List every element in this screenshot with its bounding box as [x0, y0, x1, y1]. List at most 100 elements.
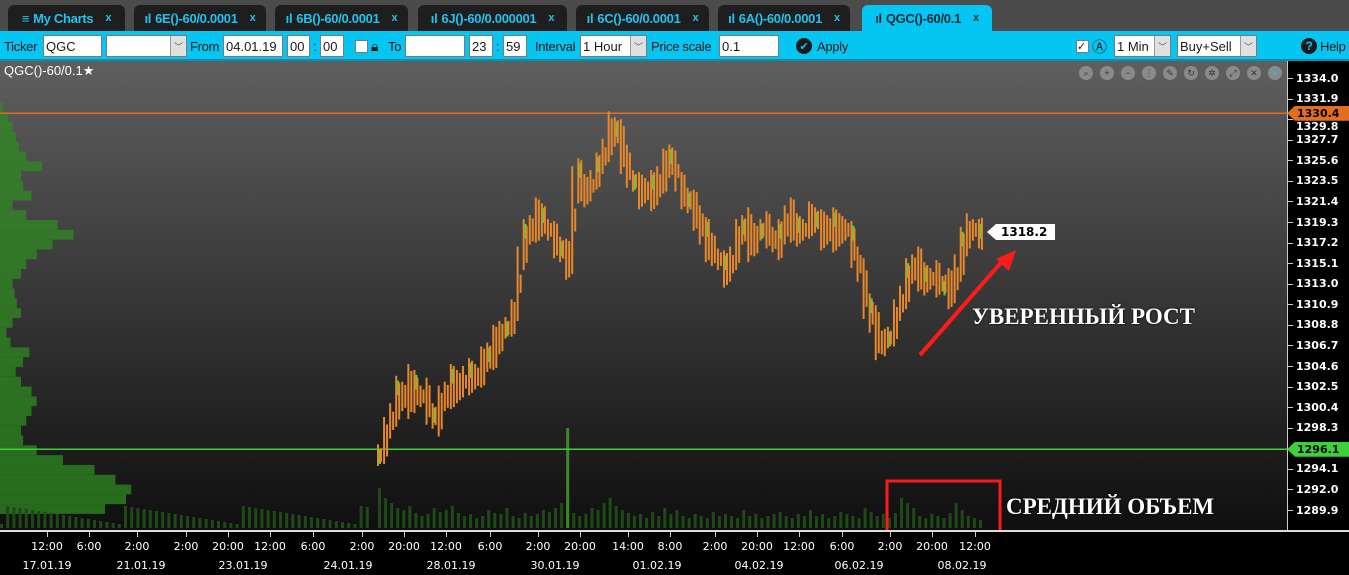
- volume-bar: [784, 516, 788, 528]
- volume-bar: [62, 515, 65, 528]
- volume-bar: [186, 516, 189, 528]
- grid-icon[interactable]: ⋮: [1142, 66, 1156, 80]
- tab-6b[interactable]: ıl 6B()-60/0.0001 x: [275, 5, 408, 31]
- volume-bar: [693, 514, 697, 528]
- tab-6c[interactable]: ıl 6C()-60/0.0001 x: [576, 5, 709, 31]
- tab-my-charts[interactable]: ≡ My Charts x: [8, 5, 125, 31]
- volume-bar: [614, 506, 618, 528]
- to-minute-input[interactable]: 59: [503, 35, 527, 57]
- price-tick: [1288, 160, 1293, 162]
- close-tab-icon[interactable]: x: [391, 12, 398, 24]
- volume-bar: [217, 521, 220, 528]
- to-date-input[interactable]: [405, 35, 465, 57]
- auto-checkbox[interactable]: ✓: [1076, 40, 1089, 53]
- time-tick-label: 20:00: [212, 540, 244, 553]
- volume-bar: [322, 519, 326, 528]
- volume-profile-bar: [0, 220, 58, 230]
- zoom-out-icon[interactable]: −: [1121, 66, 1135, 80]
- volume-bar: [590, 508, 594, 528]
- tab-qgc[interactable]: ıl QGC()-60/0.1 x: [862, 5, 992, 31]
- volume-bar: [687, 518, 691, 528]
- from-minute-input[interactable]: 00: [320, 35, 344, 57]
- volume-bar: [414, 513, 418, 528]
- time-tick-label: 2:00: [525, 540, 551, 553]
- to-hour-input[interactable]: 23: [469, 35, 493, 57]
- bar-chart-icon: ıl: [875, 10, 882, 26]
- star-icon[interactable]: ★: [82, 63, 95, 78]
- bar-chart-icon: ıl: [728, 10, 735, 26]
- volume-bar: [663, 508, 667, 528]
- lock-checkbox[interactable]: [355, 40, 368, 53]
- volume-bar: [384, 498, 388, 528]
- volume-profile-bar: [0, 318, 13, 328]
- help-button[interactable]: ? Help: [1301, 35, 1346, 57]
- close-tab-icon[interactable]: x: [548, 12, 555, 24]
- price-tick-label: 1304.6: [1296, 359, 1339, 373]
- time-tick: [670, 532, 671, 537]
- volume-bar: [778, 512, 782, 528]
- volume-bar: [645, 518, 649, 528]
- volume-bar: [669, 514, 673, 528]
- close-tab-icon[interactable]: x: [105, 12, 112, 24]
- time-axis[interactable]: 12:00 6:00 2:00 2:00 20:00 12:00 6:00 2:00 20:00…: [0, 530, 1349, 575]
- interval-select[interactable]: 1 Hour ﹀: [580, 35, 647, 57]
- volume-bar: [632, 516, 636, 528]
- time-tick: [47, 532, 48, 537]
- price-axis[interactable]: 1334.0 1331.9 1329.8 1327.7 1325.6 1323.5 1321…: [1287, 61, 1349, 530]
- price-chart[interactable]: [0, 61, 1287, 530]
- ticker-select[interactable]: ﹀: [106, 35, 187, 57]
- bar-chart-icon: ıl: [430, 10, 438, 26]
- volume-profile-bar: [0, 229, 74, 240]
- time-tick-label: 6:00: [829, 540, 855, 553]
- pencil-icon[interactable]: ✎: [1163, 66, 1177, 80]
- auto-scale-icon[interactable]: Ⓐ: [1092, 38, 1107, 56]
- chevron-down-icon: ﹀: [1154, 36, 1170, 56]
- price-tick-label: 1315.1: [1296, 256, 1339, 270]
- volume-bar: [173, 514, 177, 528]
- price-tick-label: 1300.4: [1296, 400, 1339, 414]
- volume-bar: [511, 516, 515, 528]
- apply-button[interactable]: ✔ Apply: [796, 35, 848, 57]
- price-tick-label: 1294.1: [1296, 462, 1339, 476]
- volume-bar: [790, 518, 794, 528]
- close-tab-icon[interactable]: x: [249, 12, 256, 24]
- volume-bar: [328, 520, 332, 528]
- from-hour-input[interactable]: 00: [287, 35, 310, 57]
- time-tick: [137, 532, 138, 537]
- refresh-icon[interactable]: ↻: [1184, 66, 1198, 80]
- zoom-in-icon[interactable]: +: [1100, 66, 1114, 80]
- chart-area[interactable]: QGC()-60/0.1★ УВЕРЕННЫЙ РОСТ СРЕДНИЙ ОБЪ…: [0, 61, 1287, 530]
- timeframe-select[interactable]: 1 Min ﹀: [1114, 35, 1171, 57]
- volume-bar: [584, 514, 588, 528]
- tab-bar: ≡ My Charts x ıl 6E()-60/0.0001 x ıl 6B()-60/…: [0, 0, 1349, 31]
- volume-bar: [760, 518, 764, 528]
- volume-bar: [827, 518, 831, 528]
- volume-bar: [74, 517, 78, 528]
- volume-bar: [438, 512, 442, 528]
- price-tick-label: 1292.0: [1296, 482, 1339, 496]
- volume-bar: [766, 516, 770, 528]
- price-tick: [1288, 78, 1293, 79]
- volume-bar: [396, 508, 400, 528]
- side-select[interactable]: Buy+Sell ﹀: [1177, 35, 1257, 57]
- tab-6e[interactable]: ıl 6E()-60/0.0001 x: [134, 5, 266, 31]
- close-tab-icon[interactable]: x: [972, 12, 979, 24]
- close-icon[interactable]: ✕: [1247, 66, 1261, 80]
- tab-6j[interactable]: ıl 6J()-60/0.000001 x: [418, 5, 567, 31]
- settings-icon[interactable]: ✲: [1205, 66, 1219, 80]
- expand-icon[interactable]: ⤢: [1226, 66, 1240, 80]
- tab-6a[interactable]: ıl 6A()-60/0.0001 x: [718, 5, 850, 31]
- ticker-input[interactable]: QGC: [43, 35, 102, 57]
- price-scale-input[interactable]: 0.1: [719, 35, 779, 57]
- zoom-fit-icon[interactable]: ⌕: [1079, 66, 1093, 80]
- close-tab-icon[interactable]: x: [692, 12, 699, 24]
- dropdown-icon[interactable]: ▾: [1268, 66, 1282, 80]
- close-tab-icon[interactable]: x: [834, 12, 840, 24]
- volume-bar: [942, 518, 946, 528]
- volume-bar: [906, 503, 910, 528]
- time-separator: :: [313, 38, 317, 54]
- from-date-input[interactable]: 04.01.19: [223, 35, 283, 57]
- time-tick-label: 12:00: [31, 540, 63, 553]
- volume-bar: [900, 498, 904, 528]
- arrow-head-icon: [996, 250, 1016, 271]
